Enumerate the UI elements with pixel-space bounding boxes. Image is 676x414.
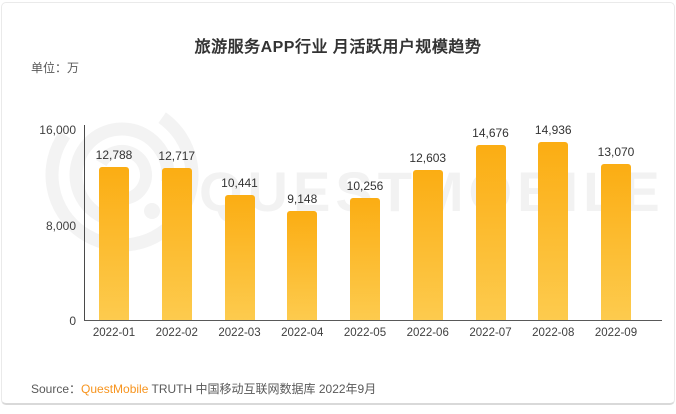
plot-area: 16,000 8,000 0 12,788 12,717 10,441 9,148 10,2… [39,123,662,339]
bar-value-label: 10,441 [221,176,258,191]
source-line: Source：QuestMobile TRUTH 中国移动互联网数据库 2022… [31,380,376,397]
bar-2022-02 [161,168,192,320]
bar-2022-09 [601,163,631,320]
source-brand: QuestMobile [81,382,149,396]
y-tick-label: 8,000 [45,218,76,233]
bar-2022-04 [287,210,318,320]
bar-value-label: 10,256 [346,178,384,193]
chart-title: 旅游服务APP行业 月活跃用户规模趋势 [194,39,482,56]
x-tick-label: 2022-03 [218,327,261,339]
unit-label: 单位：万 [31,61,80,75]
y-tick-label: 16,000 [39,123,76,137]
x-tick-label: 2022-01 [92,327,136,339]
x-tick-label: 2022-09 [594,327,638,339]
bar-2022-03 [224,195,255,320]
bar-value-label: 12,717 [158,149,196,164]
x-axis-line [84,320,662,321]
y-axis-line [84,125,85,321]
x-tick-label: 2022-06 [406,327,449,339]
bar-value-label: 13,070 [597,144,635,159]
x-tick-label: 2022-04 [281,327,324,339]
bar-2022-01 [99,167,129,320]
bar-value-label: 14,676 [472,125,509,140]
bar-2022-06 [412,169,443,320]
report-card: 旅游服务APP行业 月活跃用户规模趋势 单位：万 QUESTMOBILE 16,… [1,2,675,405]
source-label: Source： [31,382,82,396]
bar-2022-08 [538,141,569,320]
x-tick-label: 2022-05 [343,327,387,339]
x-tick-label: 2022-07 [469,327,512,339]
bar-2022-07 [475,144,506,320]
bar-2022-05 [350,197,380,320]
bar-value-label: 9,148 [287,191,318,206]
bar-value-label: 14,936 [534,122,572,137]
x-tick-label: 2022-08 [532,327,575,339]
y-tick-label: 0 [69,314,76,328]
x-tick-label: 2022-02 [155,327,198,339]
source-suffix: TRUTH 中国移动互联网数据库 2022年9月 [148,382,377,396]
bar-value-label: 12,788 [95,148,133,163]
bar-value-label: 12,603 [409,150,447,165]
